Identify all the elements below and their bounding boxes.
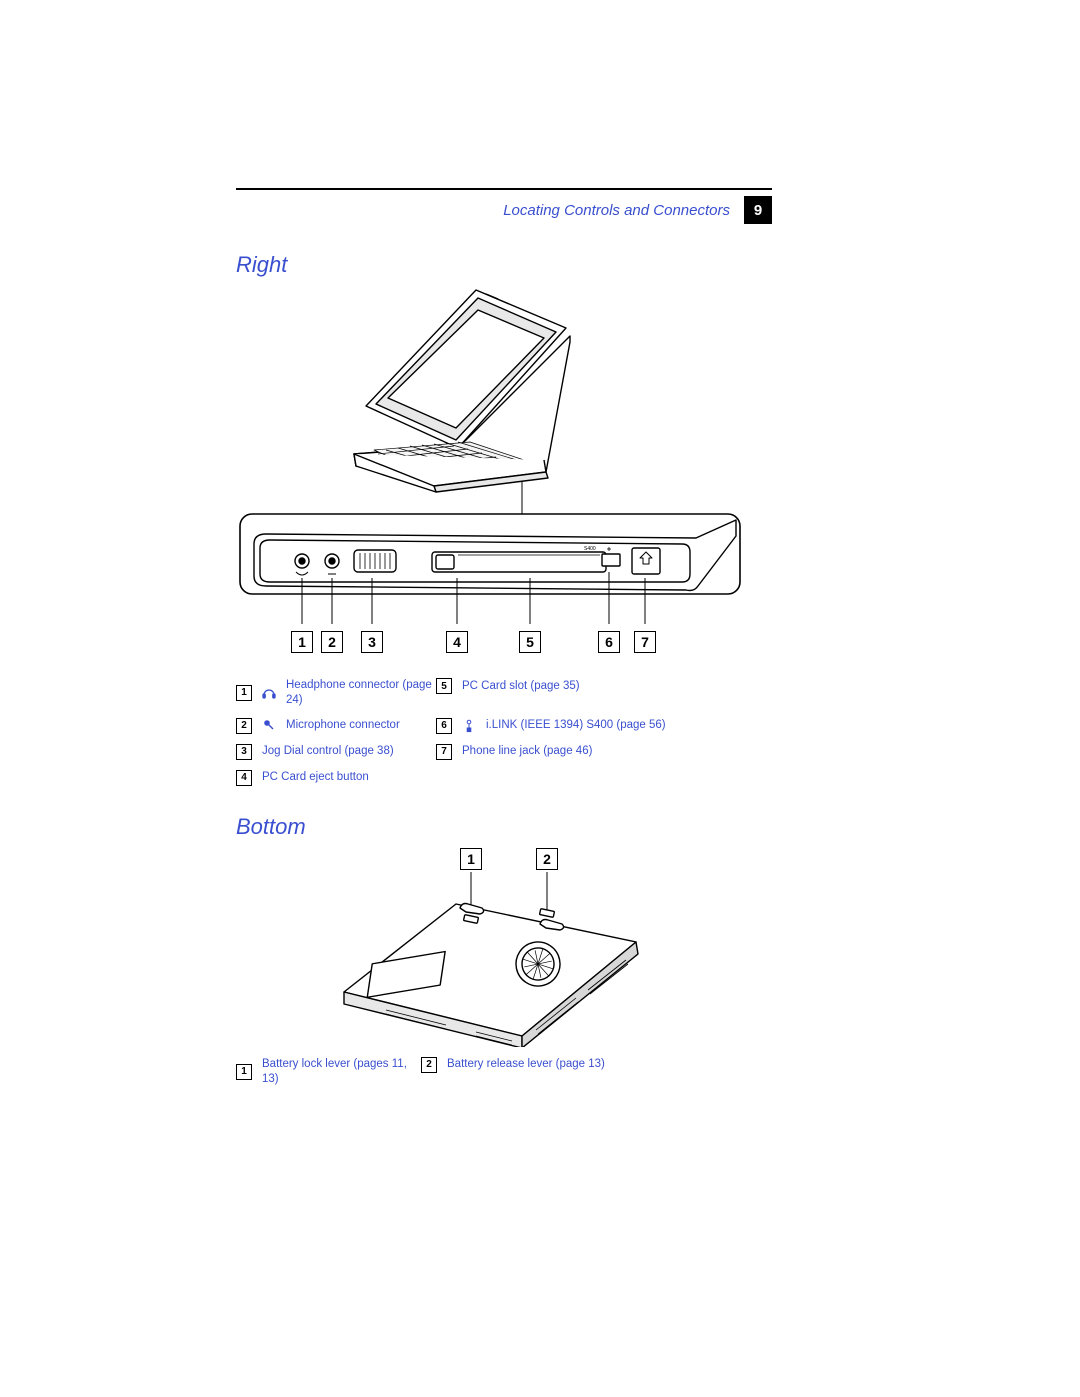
callout-box: 5 <box>519 631 541 653</box>
legend-item: 1 Battery lock lever (pages 11, 13) <box>236 1057 421 1087</box>
header-rule <box>236 188 772 190</box>
callout-box: 2 <box>536 848 558 870</box>
legend-link[interactable]: Phone line jack (page 46) <box>462 744 592 759</box>
legend-item: 2 Microphone connector <box>236 718 436 734</box>
legend-link[interactable]: Battery release lever (page 13) <box>447 1057 605 1072</box>
legend-link[interactable]: PC Card slot (page 35) <box>462 679 580 694</box>
callout-box: 1 <box>291 631 313 653</box>
legend-item: 7 Phone line jack (page 46) <box>436 744 696 760</box>
ilink-icon <box>462 719 476 733</box>
legend-num-box: 1 <box>236 685 252 701</box>
callout-box: 7 <box>634 631 656 653</box>
legend-num-box: 3 <box>236 744 252 760</box>
legend-num-box: 2 <box>236 718 252 734</box>
callout-row-right: 1 2 3 4 5 6 7 <box>236 631 772 656</box>
legend-bottom: 1 Battery lock lever (pages 11, 13) 2 Ba… <box>236 1057 772 1087</box>
legend-row: 4 PC Card eject button <box>236 770 772 786</box>
callout-box: 1 <box>460 848 482 870</box>
legend-num-box: 1 <box>236 1064 252 1080</box>
legend-num-box: 7 <box>436 744 452 760</box>
legend-link[interactable]: Microphone connector <box>286 718 400 733</box>
legend-link[interactable]: Headphone connector (page 24) <box>286 678 436 708</box>
manual-page: Locating Controls and Connectors 9 Right <box>236 188 772 1097</box>
legend-link[interactable]: PC Card eject button <box>262 770 369 785</box>
legend-link[interactable]: Jog Dial control (page 38) <box>262 744 394 759</box>
figure-bottom-view <box>236 872 772 1047</box>
legend-item: 3 Jog Dial control (page 38) <box>236 744 436 760</box>
legend-item: 1 Headphone connector (page 24) <box>236 678 436 708</box>
legend-right: 1 Headphone connector (page 24) 5 PC Car… <box>236 678 772 786</box>
legend-row: 3 Jog Dial control (page 38) 7 Phone lin… <box>236 744 772 760</box>
legend-link[interactable]: Battery lock lever (pages 11, 13) <box>262 1057 421 1087</box>
section-heading-right: Right <box>236 252 772 278</box>
legend-row: 1 Battery lock lever (pages 11, 13) 2 Ba… <box>236 1057 772 1087</box>
legend-row: 1 Headphone connector (page 24) 5 PC Car… <box>236 678 772 708</box>
callout-box: 2 <box>321 631 343 653</box>
section-heading-bottom: Bottom <box>236 814 772 840</box>
callout-row-bottom: 1 2 <box>236 848 772 868</box>
page-number-box: 9 <box>744 196 772 224</box>
running-header: Locating Controls and Connectors 9 <box>236 196 772 224</box>
microphone-icon <box>262 719 276 733</box>
legend-num-box: 5 <box>436 678 452 694</box>
legend-link[interactable]: i.LINK (IEEE 1394) S400 (page 56) <box>486 718 666 733</box>
callout-box: 4 <box>446 631 468 653</box>
legend-num-box: 4 <box>236 770 252 786</box>
headphone-icon <box>262 686 276 700</box>
legend-num-box: 6 <box>436 718 452 734</box>
legend-item: 6 i.LINK (IEEE 1394) S400 (page 56) <box>436 718 696 734</box>
callout-box: 3 <box>361 631 383 653</box>
callout-box: 6 <box>598 631 620 653</box>
legend-num-box: 2 <box>421 1057 437 1073</box>
header-title: Locating Controls and Connectors <box>503 202 730 219</box>
legend-item: 2 Battery release lever (page 13) <box>421 1057 681 1073</box>
figure-right-side: S400 <box>236 286 772 631</box>
legend-row: 2 Microphone connector 6 i.LINK (IEEE 13… <box>236 718 772 734</box>
legend-item: 4 PC Card eject button <box>236 770 436 786</box>
svg-text:S400: S400 <box>584 546 596 552</box>
legend-item: 5 PC Card slot (page 35) <box>436 678 696 694</box>
